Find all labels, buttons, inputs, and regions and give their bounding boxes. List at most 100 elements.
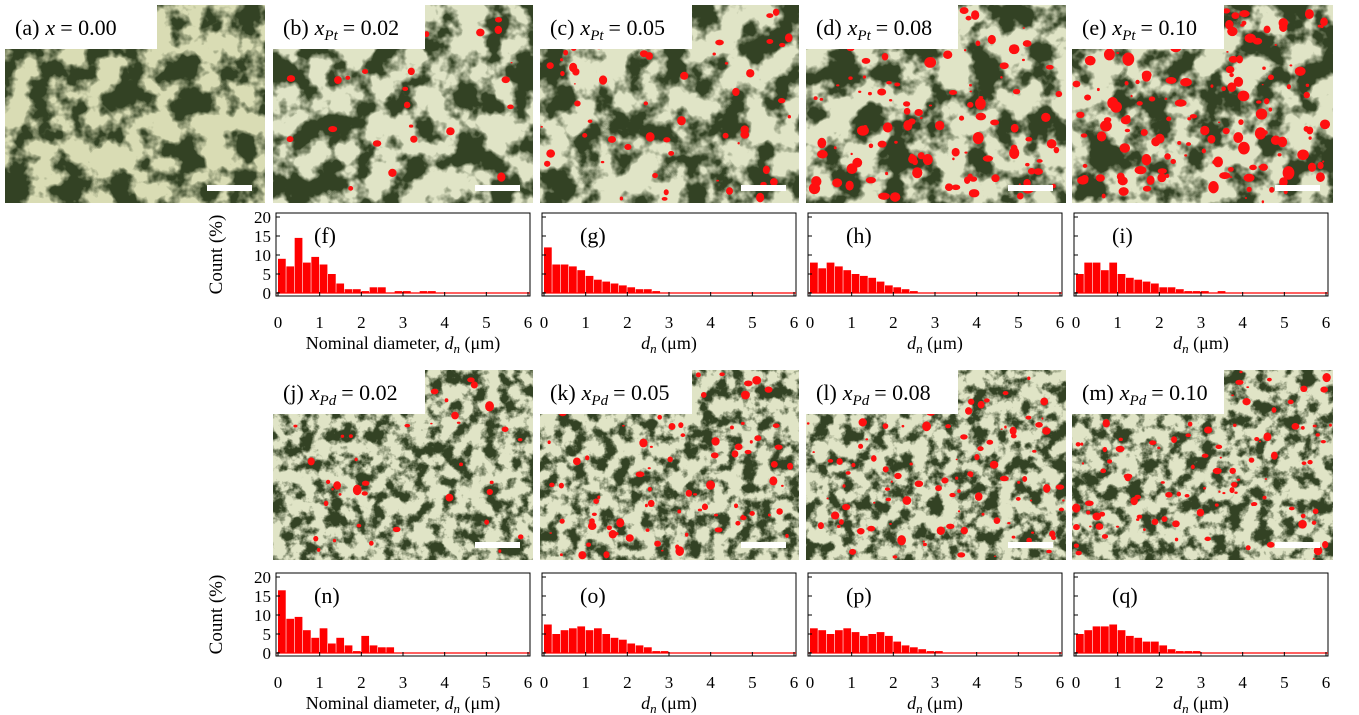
y-tick-label: 15	[254, 227, 271, 246]
precipitate	[1046, 549, 1052, 554]
precipitate	[968, 189, 980, 198]
bar	[652, 291, 661, 293]
precipitate	[547, 440, 551, 445]
bar	[1151, 641, 1159, 653]
precipitate	[1084, 94, 1092, 101]
precipitate	[510, 61, 513, 64]
x-tick-label: 5	[482, 313, 491, 332]
precipitate	[772, 423, 780, 428]
precipitate	[404, 423, 411, 428]
precipitate	[1134, 166, 1147, 175]
x-label-part: n	[916, 341, 923, 356]
precipitate	[813, 96, 818, 101]
precipitate	[645, 132, 655, 142]
precipitate	[403, 101, 411, 109]
precipitate	[598, 75, 608, 85]
y-tick-label: 0	[263, 644, 272, 663]
precipitate	[624, 143, 632, 151]
bar	[868, 634, 877, 653]
x-label-part: n	[1182, 341, 1189, 356]
precipitate	[1115, 525, 1120, 528]
precipitate	[935, 120, 945, 131]
precipitate	[430, 388, 439, 395]
precipitate	[1317, 161, 1324, 170]
precipitate	[1282, 166, 1295, 180]
precipitate	[424, 31, 430, 38]
x-tick-label: 6	[1056, 673, 1065, 692]
scale-bar	[475, 185, 520, 191]
precipitate	[1086, 510, 1091, 515]
precipitate	[1217, 121, 1221, 124]
precipitate	[1123, 58, 1128, 63]
label-subscript: Pt	[1121, 28, 1136, 44]
precipitate	[1208, 181, 1219, 194]
bar	[1109, 262, 1118, 293]
bar	[619, 639, 627, 653]
precipitate	[756, 192, 765, 203]
precipitate	[678, 422, 684, 429]
precipitate	[372, 140, 382, 147]
x-tick-label: 5	[1014, 673, 1023, 692]
precipitate	[1300, 513, 1306, 519]
precipitate	[1231, 394, 1235, 397]
precipitate	[740, 515, 747, 521]
precipitate	[489, 480, 494, 485]
precipitate	[1186, 142, 1192, 146]
bar	[901, 289, 910, 293]
precipitate	[1135, 79, 1140, 85]
precipitate	[968, 398, 975, 405]
precipitate	[1286, 84, 1292, 90]
precipitate	[917, 152, 925, 160]
precipitate	[848, 76, 853, 80]
precipitate	[975, 40, 981, 47]
precipitate	[1301, 461, 1307, 465]
precipitate	[559, 518, 565, 524]
x-tick-label: 1	[581, 673, 590, 692]
label-tag: (b)	[283, 15, 309, 40]
micrograph: (a) x = 0.00	[5, 5, 265, 203]
label-box	[1072, 5, 1224, 49]
precipitate	[867, 91, 872, 96]
precipitate	[693, 493, 698, 496]
precipitate	[1322, 160, 1325, 163]
label-symbol: x	[579, 15, 590, 40]
precipitate	[991, 174, 1000, 183]
bar	[893, 287, 902, 293]
precipitate	[974, 492, 983, 501]
precipitate	[1269, 186, 1275, 193]
precipitate	[781, 484, 784, 487]
x-axis-label: Nominal diameter, dn (μm)	[306, 693, 500, 715]
precipitate	[1207, 134, 1216, 144]
precipitate	[1242, 398, 1251, 406]
precipitate	[654, 540, 662, 547]
precipitate	[1306, 126, 1314, 135]
precipitate	[307, 457, 315, 466]
precipitate	[1085, 500, 1094, 507]
precipitate	[1270, 135, 1281, 146]
micrograph: (j) xPd = 0.02	[273, 370, 533, 560]
precipitate	[858, 90, 862, 93]
precipitate	[987, 34, 996, 45]
precipitate	[1101, 534, 1109, 539]
precipitate	[787, 115, 792, 119]
x-label-part: (μm)	[657, 693, 697, 714]
precipitate	[1165, 491, 1173, 498]
x-tick-label: 5	[1280, 673, 1289, 692]
precipitate	[668, 423, 676, 430]
bar	[835, 266, 843, 293]
precipitate	[1033, 168, 1043, 175]
precipitate	[744, 449, 752, 455]
precipitate	[1315, 172, 1325, 182]
bar	[644, 647, 652, 653]
label-symbol: x	[581, 380, 592, 405]
precipitate	[928, 104, 933, 107]
precipitate	[752, 376, 762, 385]
precipitate	[740, 125, 749, 134]
precipitate	[1075, 550, 1082, 556]
precipitate	[922, 153, 933, 166]
label-value: = 0.00	[60, 15, 116, 40]
label-subscript: Pt	[589, 28, 604, 44]
label-tag: (m)	[1082, 380, 1114, 405]
precipitate	[856, 125, 869, 136]
precipitate	[764, 386, 773, 393]
